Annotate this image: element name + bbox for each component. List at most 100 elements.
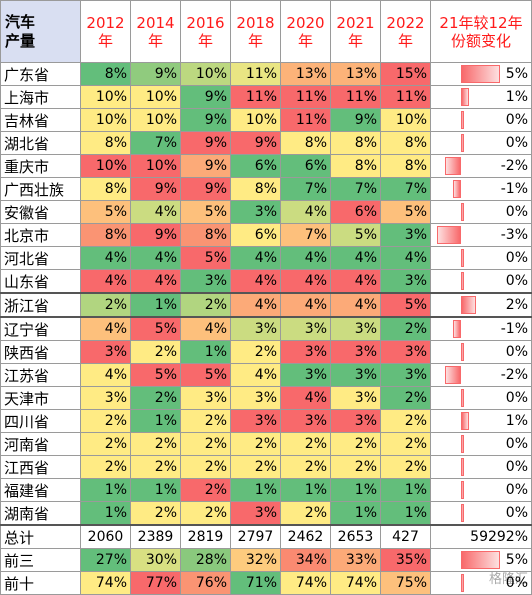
row-label: 前十 [0,571,81,595]
change-label: -2% [500,367,528,383]
change-bar [460,343,464,361]
share-value-cell: 9% [180,177,231,201]
share-value-cell: 9% [130,177,181,201]
share-value-cell: 1% [130,478,181,502]
share-value-cell: 28% [180,548,231,572]
corner-header: 汽车 产量 [0,0,81,63]
share-value-cell: 7% [130,131,181,155]
table-row: 辽宁省 4% 5% 4% 3% 3% 3% 2% -1% [0,316,532,341]
share-value-cell: 3% [230,386,281,410]
table-row: 广东省 8% 9% 10% 11% 13% 13% 15% 5% [0,62,532,86]
share-change-cell: 2% [430,292,532,318]
share-value-cell: 3% [280,409,331,433]
share-value-cell: 75% [380,571,431,595]
change-label: -2% [500,158,528,174]
table-row: 江苏省 4% 5% 5% 4% 3% 3% 3% -2% [0,363,532,387]
share-value-cell: 10% [130,85,181,109]
share-value-cell: 6% [330,200,381,224]
share-value-cell: 7% [280,177,331,201]
row-label: 总计 [0,524,81,549]
share-change-cell: -1% [430,316,532,341]
total-row: 总计 2060 2389 2819 2797 2462 2653 427 59292% [0,524,532,549]
share-value-cell: 1% [80,478,131,502]
change-bar [460,272,464,290]
share-value-cell: 1% [330,478,381,502]
share-value-cell: 2% [180,478,231,502]
change-label: 0% [505,273,528,289]
change-bar [460,412,469,430]
change-label: 5% [505,66,528,82]
share-value-cell: 8% [80,131,131,155]
share-value-cell: 2% [180,292,231,318]
share-value-cell: 11% [280,85,331,109]
row-label: 前三 [0,548,81,572]
share-value-cell: 2389 [130,524,181,549]
share-value-cell: 9% [130,223,181,247]
share-change-cell: 0% [430,501,532,526]
share-change-cell: 59292% [430,524,532,549]
share-value-cell: 8% [80,62,131,86]
share-value-cell: 15% [380,62,431,86]
share-value-cell: 3% [330,363,381,387]
table-row: 陕西省 3% 2% 1% 2% 3% 3% 3% 0% [0,340,532,364]
table-row: 四川省 2% 1% 2% 3% 3% 3% 2% 1% [0,409,532,433]
share-value-cell: 13% [280,62,331,86]
share-value-cell: 10% [180,62,231,86]
row-label: 辽宁省 [0,316,81,341]
row-label: 江西省 [0,455,81,479]
share-value-cell: 4% [280,200,331,224]
share-value-cell: 11% [280,108,331,132]
share-change-cell: -3% [430,223,532,247]
change-bar [444,366,461,384]
share-value-cell: 5% [130,363,181,387]
column-header: 21年较12年 份额变化 [430,0,532,63]
share-value-cell: 2% [130,432,181,456]
share-value-cell: 1% [380,478,431,502]
share-change-cell: -1% [430,177,532,201]
change-label: 0% [505,575,528,591]
row-label: 天津市 [0,386,81,410]
share-value-cell: 9% [180,154,231,178]
share-value-cell: 2% [380,386,431,410]
share-value-cell: 4% [230,246,281,270]
row-label: 广东省 [0,62,81,86]
table-row: 北京市 8% 9% 8% 6% 7% 5% 3% -3% [0,223,532,247]
share-value-cell: 34% [280,548,331,572]
share-value-cell: 3% [330,409,381,433]
change-bar [452,320,461,338]
share-value-cell: 8% [380,154,431,178]
share-value-cell: 7% [330,177,381,201]
share-value-cell: 3% [330,316,381,341]
share-value-cell: 5% [180,363,231,387]
row-label: 北京市 [0,223,81,247]
share-value-cell: 9% [130,62,181,86]
change-bar [460,435,464,453]
share-value-cell: 3% [80,386,131,410]
table-row: 吉林省 10% 10% 9% 10% 11% 9% 10% 0% [0,108,532,132]
table-row: 上海市 10% 10% 9% 11% 11% 11% 11% 1% [0,85,532,109]
share-value-cell: 3% [230,409,281,433]
change-label: 0% [505,112,528,128]
row-label: 陕西省 [0,340,81,364]
column-header: 2014 年 [130,0,181,63]
share-value-cell: 74% [280,571,331,595]
share-value-cell: 8% [230,177,281,201]
share-value-cell: 3% [80,340,131,364]
change-bar [460,111,464,129]
share-change-cell: 5% [430,548,532,572]
column-header: 2020 年 [280,0,331,63]
share-value-cell: 2% [230,455,281,479]
share-value-cell: 9% [180,108,231,132]
row-label: 湖北省 [0,131,81,155]
table-row: 广西壮族 8% 9% 9% 8% 7% 7% 7% -1% [0,177,532,201]
share-value-cell: 4% [280,386,331,410]
share-value-cell: 8% [180,223,231,247]
share-value-cell: 4% [330,269,381,294]
share-value-cell: 4% [130,269,181,294]
change-label: 0% [505,390,528,406]
share-value-cell: 4% [280,246,331,270]
share-change-cell: 0% [430,246,532,270]
share-change-cell: 0% [430,340,532,364]
change-bar [437,226,461,244]
share-value-cell: 427 [380,524,431,549]
